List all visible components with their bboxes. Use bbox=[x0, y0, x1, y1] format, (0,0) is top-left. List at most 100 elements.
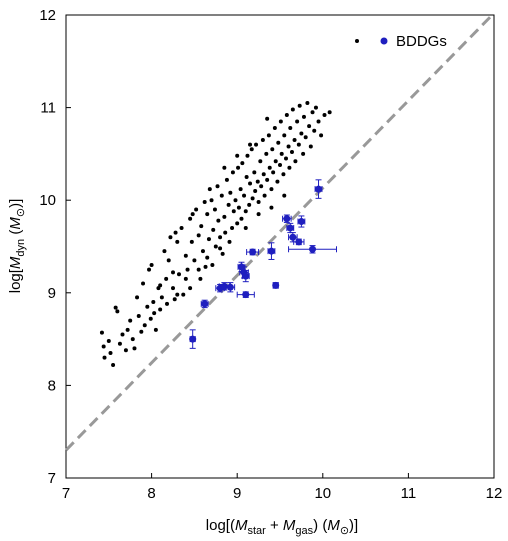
galaxy-point bbox=[261, 172, 266, 177]
galaxy-point bbox=[287, 165, 292, 170]
galaxy-point bbox=[235, 153, 240, 158]
galaxy-point bbox=[245, 153, 250, 158]
galaxy-point bbox=[278, 163, 282, 168]
galaxy-point bbox=[120, 332, 125, 337]
galaxy-point bbox=[308, 144, 313, 149]
bddg-point bbox=[267, 247, 275, 255]
galaxy-point bbox=[262, 193, 267, 198]
galaxy-point bbox=[99, 330, 104, 335]
galaxy-point bbox=[307, 124, 312, 129]
galaxy-point bbox=[203, 264, 208, 269]
galaxy-point bbox=[254, 142, 259, 147]
galaxy-point bbox=[219, 193, 224, 198]
galaxy-point bbox=[128, 318, 133, 323]
galaxy-point bbox=[310, 110, 315, 115]
galaxy-point bbox=[313, 105, 318, 110]
galaxy-point bbox=[235, 221, 240, 226]
galaxy-point bbox=[206, 237, 211, 242]
galaxy-point bbox=[289, 150, 294, 155]
galaxy-point bbox=[301, 151, 306, 156]
galaxy-point bbox=[272, 125, 277, 130]
legend-marker-bddgs bbox=[380, 37, 388, 45]
galaxy-point bbox=[218, 246, 223, 251]
galaxy-point bbox=[205, 255, 210, 260]
galaxy-point bbox=[108, 350, 113, 355]
galaxy-point bbox=[292, 138, 297, 143]
galaxy-point bbox=[200, 249, 205, 254]
galaxy-point bbox=[243, 225, 248, 230]
galaxy-point bbox=[270, 147, 275, 152]
bddg-point bbox=[289, 233, 297, 241]
galaxy-point bbox=[135, 295, 140, 300]
galaxy-point bbox=[171, 270, 175, 275]
bddg-point bbox=[242, 272, 250, 280]
galaxy-point bbox=[256, 200, 261, 205]
y-tick-label: 10 bbox=[39, 192, 56, 209]
galaxy-point bbox=[269, 205, 274, 210]
galaxy-point bbox=[223, 230, 228, 235]
galaxy-point bbox=[125, 327, 130, 332]
galaxy-point bbox=[301, 114, 306, 119]
galaxy-point bbox=[190, 212, 195, 217]
galaxy-point bbox=[230, 170, 235, 175]
galaxy-point bbox=[123, 348, 128, 353]
legend: BDDGs bbox=[355, 33, 447, 50]
galaxy-point bbox=[236, 165, 241, 170]
galaxy-point bbox=[226, 202, 231, 207]
y-tick-label: 12 bbox=[39, 7, 56, 24]
galaxy-point bbox=[183, 253, 188, 258]
galaxy-point bbox=[290, 107, 295, 112]
galaxy-point bbox=[222, 214, 227, 219]
galaxy-point bbox=[111, 363, 116, 368]
galaxy-point bbox=[312, 128, 317, 133]
galaxy-point bbox=[148, 316, 153, 321]
galaxy-point bbox=[209, 198, 214, 203]
galaxy-point bbox=[196, 233, 201, 238]
x-tick-label: 12 bbox=[486, 485, 503, 502]
galaxy-point bbox=[303, 135, 308, 140]
galaxy-point bbox=[151, 300, 156, 305]
galaxy-point bbox=[165, 301, 170, 306]
galaxy-point bbox=[101, 344, 106, 349]
galaxy-point bbox=[249, 147, 254, 152]
galaxy-point bbox=[327, 110, 332, 115]
galaxy-point bbox=[240, 161, 245, 166]
bddg-point bbox=[226, 283, 234, 291]
bddg-point bbox=[283, 215, 291, 223]
galaxy-point bbox=[216, 218, 221, 223]
galaxy-point bbox=[281, 172, 286, 177]
x-tick-label: 9 bbox=[233, 485, 241, 502]
bddg-point bbox=[286, 224, 294, 232]
galaxy-point bbox=[243, 209, 248, 214]
galaxy-point bbox=[266, 133, 271, 138]
galaxy-point bbox=[117, 341, 122, 346]
x-tick-label: 8 bbox=[147, 485, 155, 502]
y-tick-label: 7 bbox=[48, 470, 56, 487]
x-axis-label: log[(Mstar + Mgas) (M⊙)] bbox=[206, 517, 358, 537]
galaxy-point bbox=[176, 272, 181, 277]
galaxy-point bbox=[162, 249, 167, 254]
galaxy-point bbox=[253, 188, 258, 193]
error-bars bbox=[189, 179, 337, 349]
galaxy-point bbox=[296, 142, 301, 147]
galaxy-point bbox=[145, 304, 150, 309]
galaxy-point bbox=[286, 144, 291, 149]
galaxy-point bbox=[192, 258, 197, 263]
galaxy-point bbox=[305, 100, 310, 105]
bddg-point bbox=[297, 217, 305, 225]
galaxy-point bbox=[207, 187, 212, 192]
galaxy-point bbox=[196, 267, 201, 272]
galaxy-point bbox=[181, 292, 186, 297]
galaxy-point bbox=[319, 133, 324, 138]
y-axis-label: log[Mdyn (M⊙)] bbox=[7, 199, 27, 294]
galaxy-point bbox=[189, 239, 194, 244]
galaxy-point bbox=[224, 177, 229, 182]
galaxy-point bbox=[236, 205, 241, 210]
galaxy-point bbox=[230, 225, 235, 230]
galaxy-point bbox=[211, 227, 216, 232]
galaxy-point bbox=[199, 224, 204, 229]
galaxy-point bbox=[220, 251, 225, 256]
galaxy-point bbox=[227, 239, 232, 244]
galaxy-point bbox=[175, 292, 180, 297]
galaxy-point bbox=[250, 196, 255, 201]
